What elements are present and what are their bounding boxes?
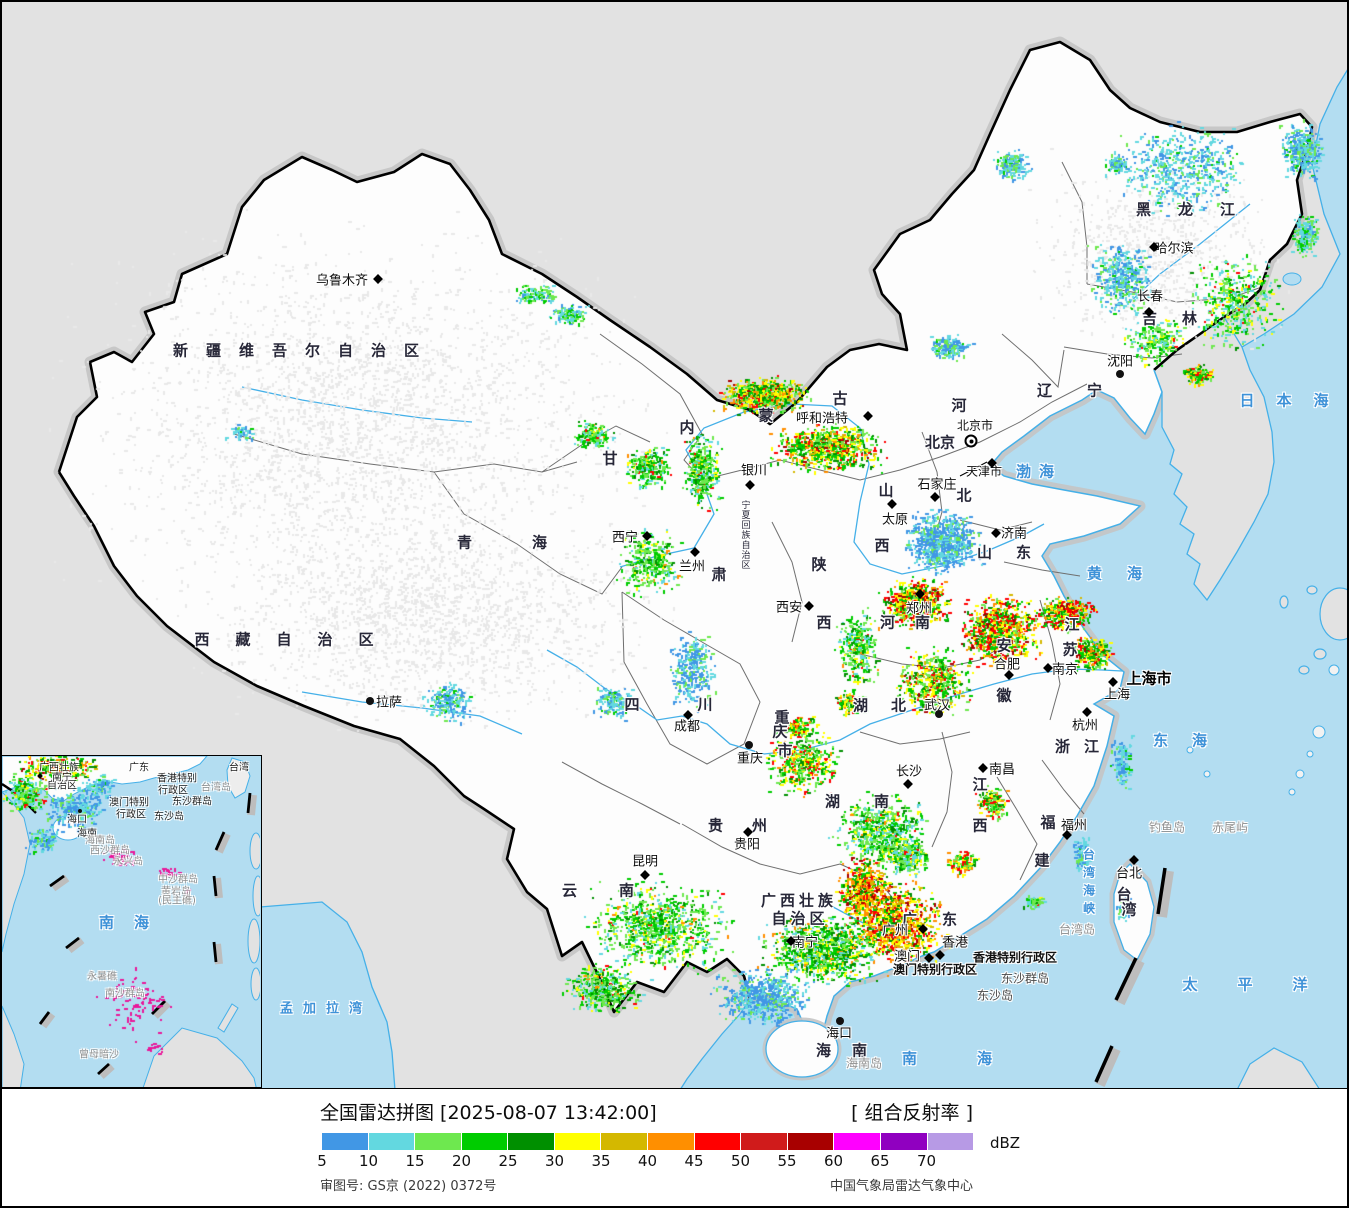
scale-swatch: [787, 1133, 834, 1150]
scale-tick: 35: [591, 1152, 611, 1170]
scale-swatch: [927, 1133, 974, 1150]
china-radar-map: 黑龙江 吉林 辽宁内蒙古河北山西山东 河南江苏安徽湖北 浙江江西湖南福建广东 广西壮族 自治…: [2, 2, 1347, 1088]
scale-tick: 40: [637, 1152, 658, 1170]
radar-center-credit: 中国气象局雷达气象中心: [829, 1179, 973, 1194]
ryukyu-island: [1312, 725, 1326, 739]
scale-swatch: [461, 1133, 508, 1150]
ryukyu-island: [1288, 788, 1296, 796]
ryukyu-island: [1295, 769, 1305, 779]
scale-swatch: [880, 1133, 927, 1150]
scale-swatch: [322, 1133, 368, 1150]
scale-swatch: [694, 1133, 741, 1150]
scale-tick: 55: [777, 1152, 797, 1170]
scale-swatch: [368, 1133, 415, 1150]
approval-number: 审图号: GS京 (2022) 0372号: [320, 1179, 497, 1194]
scale-tick: 5: [317, 1152, 327, 1170]
scale-swatch: [554, 1133, 601, 1150]
scale-swatch: [415, 1133, 461, 1150]
scale-swatch: [648, 1133, 694, 1150]
scale-swatch: [601, 1133, 648, 1150]
legend-bar: 全国雷达拼图 [2025-08-07 13:42:00] [ 组合反射率 ] 5…: [2, 1088, 1347, 1206]
japan-island: [1306, 585, 1318, 595]
scale-tick: 60: [823, 1152, 844, 1170]
scale-swatch: [834, 1133, 880, 1150]
scale-tick: 10: [358, 1152, 379, 1170]
scale-tick: 25: [498, 1152, 518, 1170]
japan-island: [1313, 648, 1327, 660]
scale-tick: 30: [544, 1152, 565, 1170]
scale-tick: 20: [451, 1152, 472, 1170]
japan-island: [1298, 665, 1310, 675]
ryukyu-island: [1186, 746, 1194, 754]
product-label: [ 组合反射率 ]: [851, 1102, 973, 1124]
inset-echo-canvas: [2, 756, 260, 1087]
japan-island: [1279, 595, 1289, 609]
scale-tick: 65: [870, 1152, 890, 1170]
dbz-unit-label: dBZ: [990, 1134, 1021, 1152]
hainan-island: [765, 1020, 839, 1078]
ryukyu-island: [1306, 750, 1314, 758]
scale-tick: 45: [684, 1152, 704, 1170]
scale-tick-labels: 5 10 15 20 25 30 35 40 45 50 55 60 65 70: [2, 1152, 1347, 1172]
map-title: 全国雷达拼图 [2025-08-07 13:42:00]: [320, 1102, 657, 1124]
scale-tick: 70: [916, 1152, 937, 1170]
color-scale: [322, 1133, 974, 1150]
scale-swatch: [508, 1133, 554, 1150]
scale-tick: 50: [730, 1152, 751, 1170]
scale-tick: 15: [405, 1152, 425, 1170]
south-china-sea-inset: 广西壮族 自治区 南宁 广东 香港特别 行政区 澳门特别 行政区 台湾 台湾岛 东沙群岛 东沙岛 海口海…: [2, 755, 262, 1088]
ryukyu-island: [1203, 770, 1211, 778]
scale-swatch: [741, 1133, 787, 1150]
ryukyu-island: [1328, 664, 1340, 676]
